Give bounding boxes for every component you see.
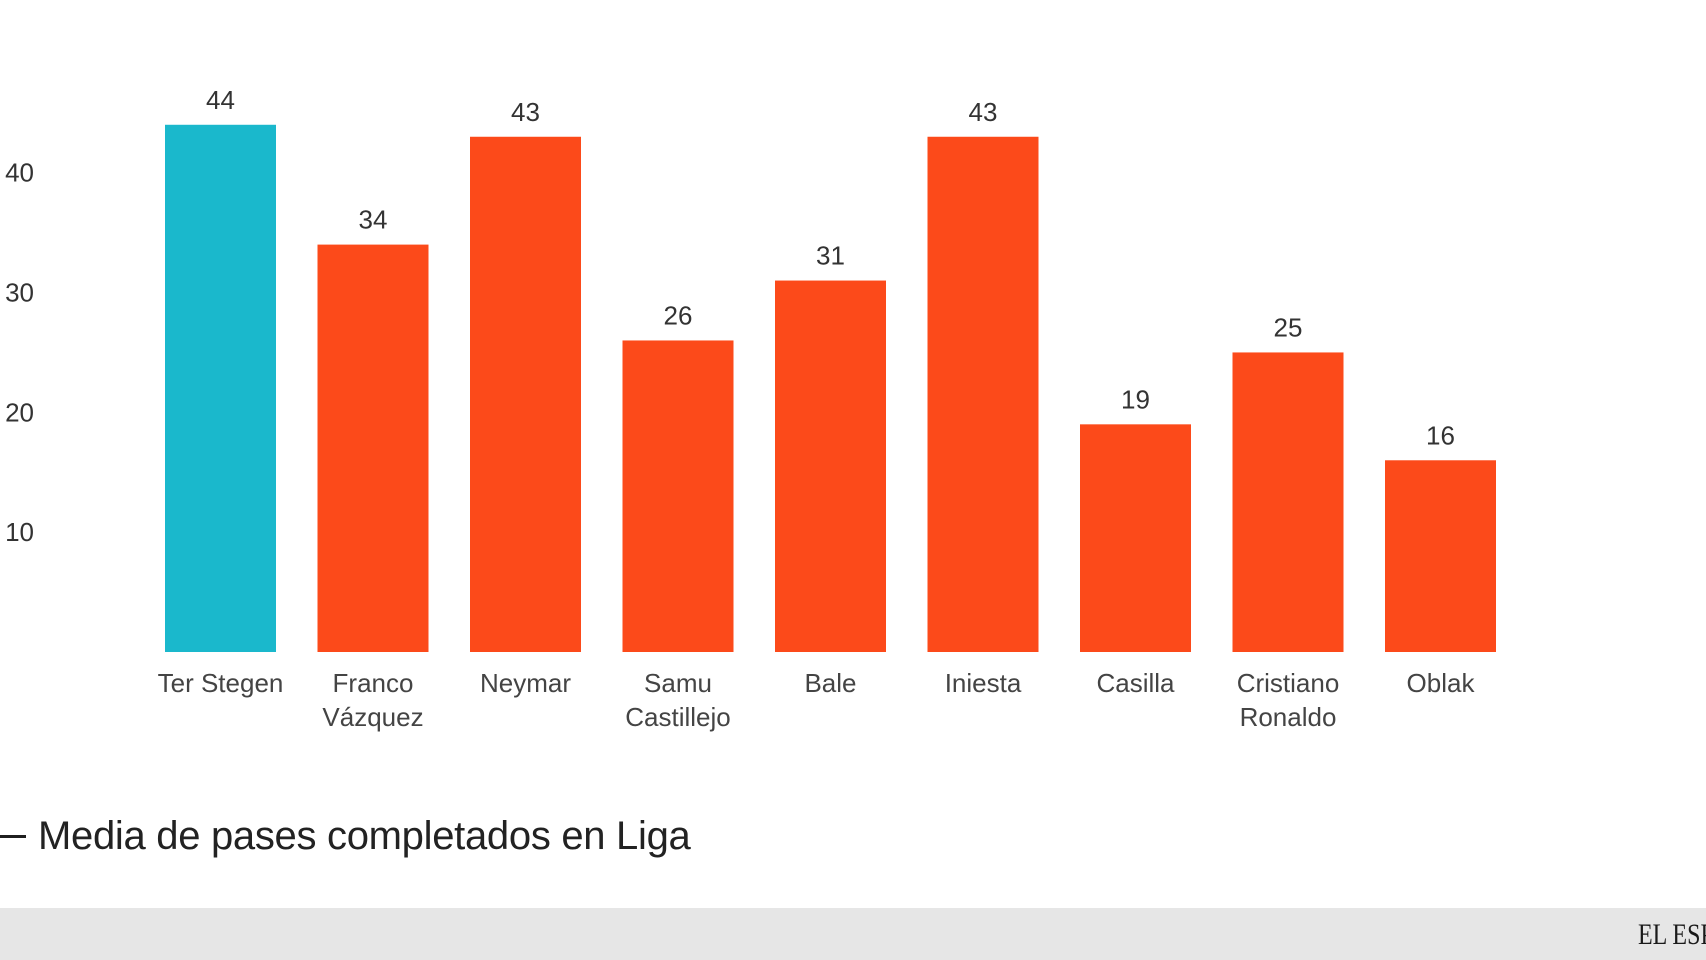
footer-band: EL ESPAÑOL — [0, 908, 1706, 960]
bar — [622, 340, 734, 652]
bar-value-label: 43 — [969, 97, 998, 127]
bars — [165, 124, 1496, 653]
bar — [927, 136, 1039, 653]
x-tick-label: Bale — [804, 668, 856, 698]
x-tick-label: Oblak — [1407, 668, 1476, 698]
bar-value-labels: 44 34 43 26 31 43 19 25 16 — [206, 85, 1455, 451]
bar-value-label: 44 — [206, 85, 235, 115]
y-tick-label: 10 — [5, 517, 34, 547]
x-tick-label: Ter Stegen — [158, 668, 284, 698]
bar — [165, 124, 276, 652]
x-tick-label: Iniesta — [945, 668, 1022, 698]
bar-value-label: 43 — [511, 97, 540, 127]
bar — [470, 136, 581, 653]
bar-value-label: 34 — [359, 205, 388, 235]
x-tick-label: Franco Vázquez — [322, 668, 423, 732]
y-tick-label: 30 — [5, 278, 34, 308]
bar — [1080, 424, 1191, 652]
bar — [1385, 460, 1496, 652]
bar-value-label: 26 — [664, 300, 693, 330]
y-axis: 10 20 30 40 — [5, 158, 34, 547]
bar — [1232, 352, 1344, 652]
legend: Media de pases completados en Liga — [0, 806, 691, 866]
brand-logo: EL ESPAÑOL — [1638, 918, 1706, 951]
bar — [775, 280, 886, 652]
x-tick-label: Cristiano Ronaldo — [1237, 668, 1340, 732]
bar-value-label: 31 — [816, 241, 845, 271]
x-tick-label: Casilla — [1096, 668, 1175, 698]
bar-value-label: 25 — [1274, 312, 1303, 342]
bar-value-label: 19 — [1121, 384, 1150, 414]
x-tick-label: Samu Castillejo — [625, 668, 731, 732]
x-axis-labels: Ter Stegen Franco Vázquez Neymar Samu Castill… — [158, 668, 1476, 732]
legend-swatch — [0, 834, 26, 838]
y-tick-label: 40 — [5, 158, 34, 188]
legend-label: Media de pases completados en Liga — [38, 813, 691, 858]
y-tick-label: 20 — [5, 397, 34, 427]
bar-value-label: 16 — [1426, 420, 1455, 450]
bar — [317, 244, 429, 652]
x-tick-label: Neymar — [480, 668, 571, 698]
